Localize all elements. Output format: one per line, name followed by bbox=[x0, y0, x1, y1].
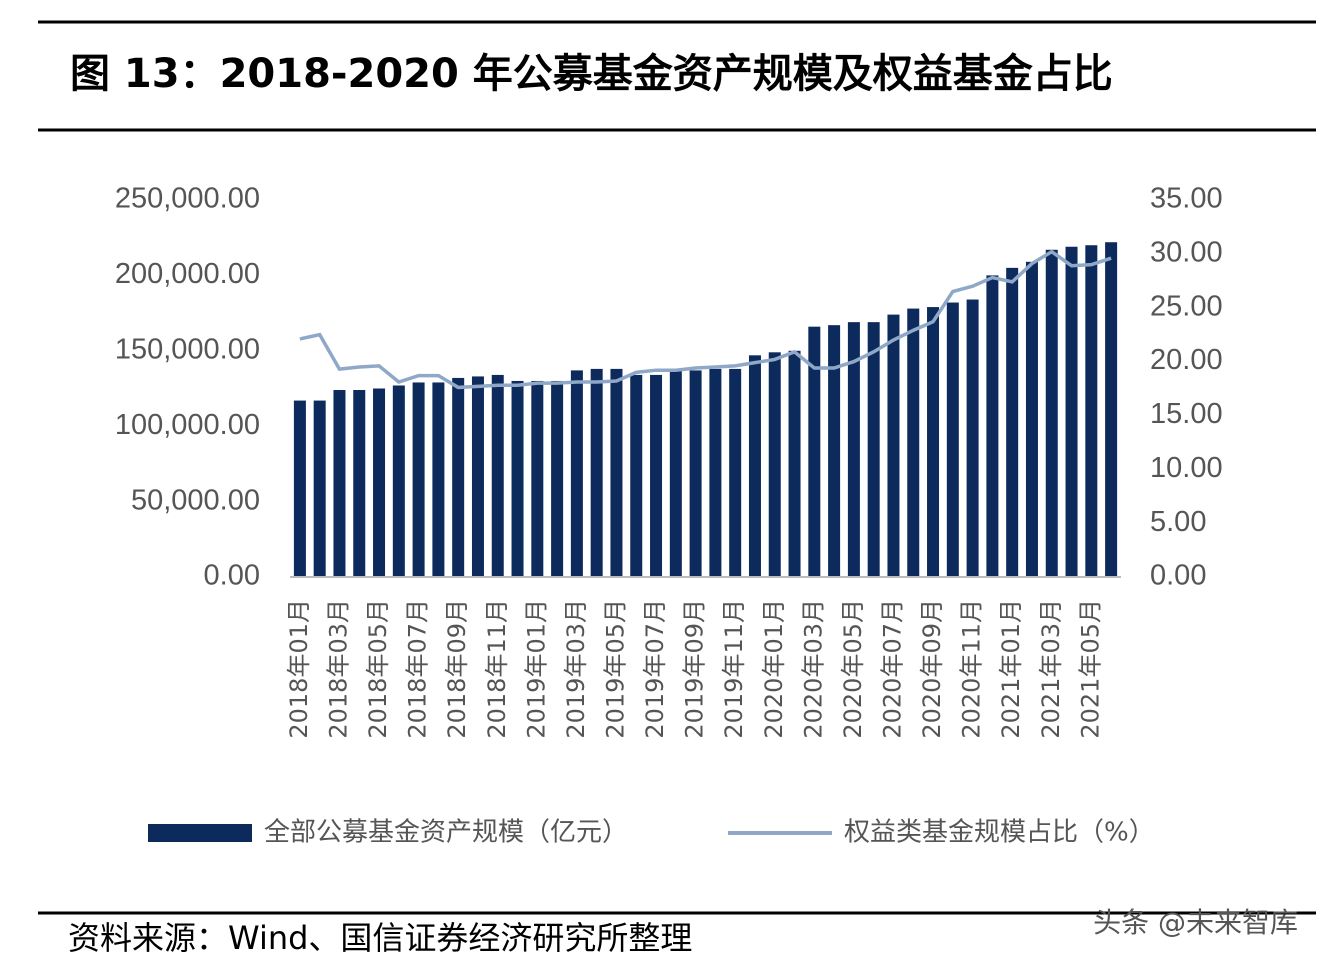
bar bbox=[867, 322, 880, 577]
bar bbox=[551, 380, 564, 577]
bar bbox=[1085, 245, 1098, 578]
x-tick-label: 2019年03月 bbox=[562, 599, 590, 739]
y2-tick-label: 10.00 bbox=[1150, 452, 1223, 484]
bar bbox=[847, 322, 860, 577]
watermark: 头条 @未来智库 bbox=[1093, 906, 1298, 939]
y2-tick-label: 30.00 bbox=[1150, 237, 1223, 269]
y-tick-label: 200,000.00 bbox=[115, 258, 260, 290]
x-tick-label: 2018年03月 bbox=[324, 599, 352, 739]
bar bbox=[966, 299, 979, 577]
x-tick-label: 2020年11月 bbox=[958, 599, 986, 739]
bar bbox=[570, 370, 583, 577]
bar bbox=[748, 355, 761, 577]
bar bbox=[808, 326, 821, 577]
x-tick-label: 2019年11月 bbox=[720, 599, 748, 739]
y2-tick-label: 0.00 bbox=[1150, 560, 1206, 592]
x-tick-label: 2021年03月 bbox=[1037, 599, 1065, 739]
legend-label: 全部公募基金资产规模（亿元） bbox=[264, 818, 628, 848]
x-tick-label: 2020年01月 bbox=[760, 599, 788, 739]
y-tick-label: 150,000.00 bbox=[115, 333, 260, 365]
bar bbox=[610, 368, 623, 577]
bar bbox=[907, 308, 920, 577]
y2-tick-label: 35.00 bbox=[1150, 183, 1223, 215]
bar bbox=[729, 368, 742, 577]
x-tick-label: 2018年07月 bbox=[404, 599, 432, 739]
bar bbox=[432, 382, 445, 577]
x-tick-label: 2020年03月 bbox=[799, 599, 827, 739]
bar bbox=[452, 377, 465, 577]
y2-tick-label: 25.00 bbox=[1150, 290, 1223, 322]
bar bbox=[491, 374, 504, 577]
x-tick-label: 2019年01月 bbox=[522, 599, 550, 739]
x-tick-label: 2018年09月 bbox=[443, 599, 471, 739]
x-tick-label: 2018年11月 bbox=[483, 599, 511, 739]
bar bbox=[333, 390, 346, 577]
chart-title: 图 13：2018-2020 年公募基金资产规模及权益基金占比 bbox=[70, 51, 1113, 97]
y2-tick-label: 5.00 bbox=[1150, 506, 1206, 538]
bar bbox=[927, 307, 940, 577]
bar bbox=[1025, 261, 1038, 577]
bar bbox=[1065, 246, 1078, 578]
x-tick-label: 2020年07月 bbox=[878, 599, 906, 739]
x-tick-label: 2019年05月 bbox=[601, 599, 629, 739]
x-tick-label: 2020年05月 bbox=[839, 599, 867, 739]
bar bbox=[650, 374, 663, 577]
x-tick-label: 2019年09月 bbox=[681, 599, 709, 739]
x-tick-label: 2018年05月 bbox=[364, 599, 392, 739]
bar bbox=[887, 314, 900, 577]
bar bbox=[689, 370, 702, 577]
line bbox=[299, 249, 1112, 390]
bar bbox=[471, 376, 484, 577]
bar bbox=[669, 370, 682, 577]
bar bbox=[630, 374, 643, 577]
bar bbox=[709, 368, 722, 577]
bar bbox=[531, 380, 544, 577]
bar bbox=[828, 325, 841, 577]
x-tick-label: 2020年09月 bbox=[918, 599, 946, 739]
bar bbox=[1045, 249, 1058, 577]
y2-tick-label: 15.00 bbox=[1150, 398, 1223, 430]
legend-label: 权益类基金规模占比（%） bbox=[844, 818, 1155, 848]
bar bbox=[313, 400, 326, 577]
bar bbox=[511, 380, 524, 577]
bar bbox=[590, 368, 603, 577]
x-tick-label: 2021年01月 bbox=[997, 599, 1025, 739]
source: 资料来源：Wind、国信证券经济研究所整理 bbox=[68, 919, 692, 957]
bar bbox=[373, 388, 386, 577]
legend-swatch bbox=[148, 824, 252, 842]
bar bbox=[1105, 242, 1118, 577]
x-tick-label: 2019年07月 bbox=[641, 599, 669, 739]
y-tick-label: 250,000.00 bbox=[115, 183, 260, 215]
y-tick-label: 100,000.00 bbox=[115, 409, 260, 441]
bar bbox=[768, 352, 781, 577]
x-tick-label: 2021年05月 bbox=[1076, 599, 1104, 739]
bar bbox=[392, 385, 405, 577]
x-tick-label: 2018年01月 bbox=[285, 599, 313, 739]
bar bbox=[353, 390, 366, 577]
bar bbox=[1006, 267, 1019, 577]
bar bbox=[293, 400, 306, 577]
y2-tick-label: 20.00 bbox=[1150, 344, 1223, 376]
bar bbox=[412, 382, 425, 577]
y-tick-label: 0.00 bbox=[204, 560, 260, 592]
bar bbox=[946, 302, 959, 577]
bar bbox=[986, 275, 999, 577]
y-tick-label: 50,000.00 bbox=[131, 484, 260, 516]
bar bbox=[788, 350, 801, 577]
